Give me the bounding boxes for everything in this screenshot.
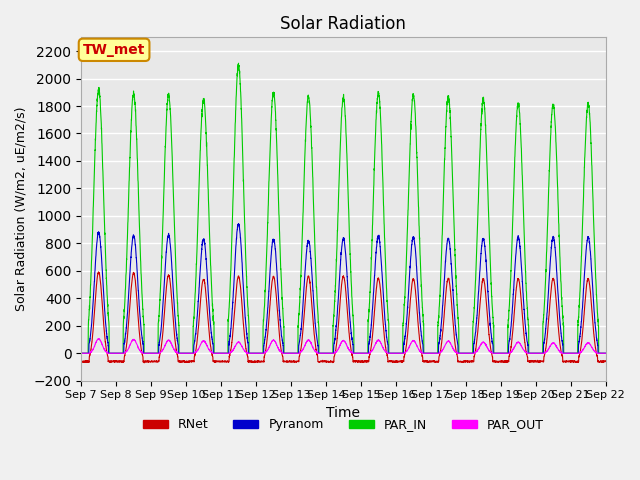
PAR_OUT — [391, 350, 399, 356]
Pyranom — [77, 350, 85, 356]
Line: RNet: RNet — [81, 272, 605, 363]
Pyranom — [527, 350, 534, 356]
RNet — [488, 349, 495, 355]
RNet — [513, 281, 521, 287]
X-axis label: Time: Time — [326, 406, 360, 420]
RNet — [602, 359, 609, 364]
Pyranom — [363, 350, 371, 356]
Pyranom — [513, 240, 521, 246]
PAR_IN — [513, 110, 521, 116]
PAR_IN — [186, 350, 194, 356]
Pyranom — [391, 350, 399, 356]
PAR_IN — [363, 350, 371, 356]
PAR_OUT — [77, 350, 85, 356]
RNet — [527, 359, 534, 364]
RNet — [95, 269, 102, 275]
RNet — [186, 359, 194, 364]
PAR_OUT — [527, 350, 534, 356]
PAR_OUT — [363, 350, 371, 356]
Pyranom — [235, 221, 243, 227]
RNet — [77, 358, 85, 364]
Y-axis label: Solar Radiation (W/m2, uE/m2/s): Solar Radiation (W/m2, uE/m2/s) — [15, 107, 28, 311]
RNet — [391, 359, 399, 365]
PAR_IN — [391, 350, 399, 356]
PAR_IN — [487, 281, 495, 287]
RNet — [140, 360, 148, 366]
PAR_IN — [602, 350, 609, 356]
PAR_OUT — [487, 350, 495, 356]
PAR_OUT — [95, 336, 103, 341]
PAR_OUT — [186, 350, 194, 356]
Title: Solar Radiation: Solar Radiation — [280, 15, 406, 33]
PAR_IN — [527, 350, 534, 356]
Line: PAR_OUT: PAR_OUT — [81, 338, 605, 353]
RNet — [363, 359, 371, 365]
PAR_OUT — [541, 350, 548, 356]
PAR_OUT — [513, 340, 521, 346]
Pyranom — [186, 350, 194, 356]
PAR_IN — [235, 60, 243, 66]
Line: PAR_IN: PAR_IN — [81, 63, 605, 353]
Pyranom — [602, 350, 609, 356]
Pyranom — [487, 330, 495, 336]
Line: Pyranom: Pyranom — [81, 224, 605, 353]
Legend: RNet, Pyranom, PAR_IN, PAR_OUT: RNet, Pyranom, PAR_IN, PAR_OUT — [138, 413, 549, 436]
PAR_IN — [77, 350, 85, 356]
Text: TW_met: TW_met — [83, 43, 145, 57]
PAR_OUT — [602, 350, 609, 356]
